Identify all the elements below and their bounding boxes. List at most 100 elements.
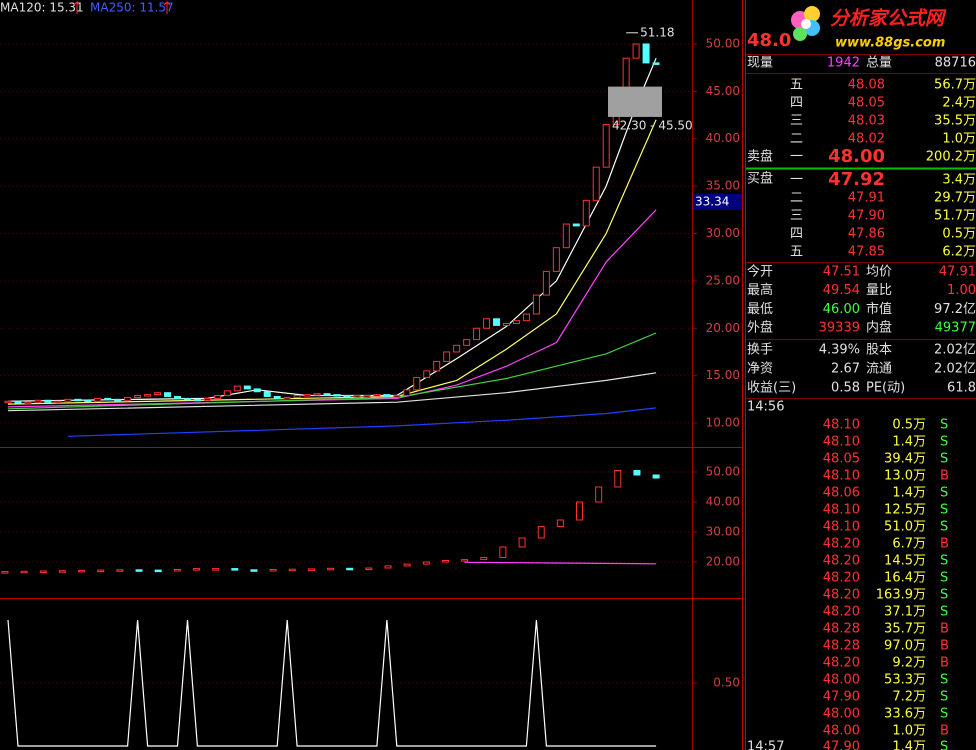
- candle: [373, 394, 381, 397]
- finance-value: 2.02亿: [934, 362, 976, 377]
- tick-volume: 1.4万: [892, 486, 926, 501]
- level-label: 四: [790, 227, 803, 242]
- candle: [54, 400, 62, 404]
- candle: [542, 270, 550, 296]
- tick-volume: 9.2万: [892, 656, 926, 671]
- ask-price: 48.00: [828, 146, 885, 167]
- candle: [595, 486, 603, 503]
- tick-side: B: [940, 724, 949, 739]
- tick-time: 14:56: [747, 400, 784, 415]
- candle: [213, 395, 221, 399]
- level-label: 五: [790, 245, 803, 260]
- candle: [556, 519, 564, 528]
- tick-price: 48.20: [823, 656, 860, 671]
- tick-volume: 1.4万: [892, 740, 926, 750]
- candle: [441, 559, 449, 563]
- tick-price: 48.20: [823, 537, 860, 552]
- finance-label: 股本: [866, 343, 892, 358]
- tick-volume: 51.0万: [884, 520, 926, 535]
- stat-value: 46.00: [823, 302, 860, 317]
- tick-time: 14:57: [747, 740, 784, 750]
- candle: [532, 294, 540, 315]
- ma-label: MA250: 11.57: [90, 1, 174, 15]
- candle: [84, 399, 92, 403]
- candle: [307, 568, 315, 571]
- candle: [104, 397, 112, 401]
- candle: [327, 567, 335, 571]
- arrow-icon: [73, 1, 171, 14]
- candle: [403, 563, 411, 567]
- tick-side: S: [940, 486, 948, 501]
- tick-side: S: [940, 554, 948, 569]
- label: 总量: [866, 56, 892, 71]
- bid-volume: 29.7万: [934, 191, 976, 206]
- logo-icon: [791, 6, 820, 41]
- stat-value: 39339: [819, 321, 860, 336]
- y-tick-label: 40.00: [706, 494, 740, 508]
- tick-volume: 14.5万: [884, 554, 926, 569]
- candle: [384, 565, 392, 569]
- candle: [273, 395, 281, 399]
- y-tick-label: 20.00: [706, 554, 740, 568]
- candle: [34, 399, 42, 403]
- candle: [346, 567, 354, 571]
- candle: [269, 568, 277, 572]
- candle: [154, 392, 162, 396]
- bid-volume: 0.5万: [942, 227, 976, 242]
- candle: [20, 570, 28, 574]
- tick-side: S: [940, 707, 948, 722]
- candle: [193, 568, 200, 571]
- candle: [114, 398, 122, 402]
- candle: [393, 395, 401, 398]
- candle: [343, 395, 351, 398]
- candle: [463, 339, 471, 346]
- stat-value: 49377: [935, 321, 976, 336]
- candle: [233, 385, 241, 392]
- finance-value: 2.67: [831, 362, 860, 377]
- stat-label: 均价: [866, 265, 892, 280]
- tick-volume: 13.0万: [884, 469, 926, 484]
- ask-price: 48.02: [848, 132, 885, 147]
- bid-price: 47.86: [848, 227, 885, 242]
- tick-volume: 16.4万: [884, 571, 926, 586]
- candle: [193, 398, 201, 402]
- candle: [499, 546, 507, 558]
- tick-price: 48.10: [823, 435, 860, 450]
- tick-price: 48.10: [823, 469, 860, 484]
- indicator-line: [7, 619, 657, 747]
- candle: [365, 567, 373, 570]
- bid-volume: 51.7万: [934, 209, 976, 224]
- y-tick-label: 15.00: [706, 368, 740, 382]
- level-label: 一: [790, 173, 803, 188]
- tick-price: 48.00: [823, 673, 860, 688]
- y-tick-label: 35.00: [706, 179, 740, 193]
- candle: [154, 569, 162, 573]
- candle: [4, 400, 12, 404]
- bid-price: 47.92: [828, 169, 885, 190]
- candle: [24, 401, 32, 405]
- candle: [144, 394, 152, 397]
- stat-label: 最低: [747, 302, 773, 317]
- moving-average: [7, 372, 657, 412]
- candle: [231, 568, 239, 571]
- finance-label: 流通: [866, 362, 892, 377]
- stat-value: 49.54: [823, 283, 860, 298]
- tick-volume: 33.6万: [884, 707, 926, 722]
- tick-price: 48.00: [823, 707, 860, 722]
- candle: [652, 474, 660, 479]
- ask-price: 48.03: [848, 114, 885, 129]
- tick-volume: 7.2万: [892, 690, 926, 705]
- tick-volume: 0.5万: [892, 418, 926, 433]
- finance-value: 0.58: [831, 381, 860, 396]
- stat-label: 市值: [866, 301, 892, 317]
- candle: [363, 395, 371, 398]
- stat-label: 今开: [747, 264, 773, 280]
- y-tick-label: 20.00: [706, 321, 740, 335]
- candle: [413, 377, 421, 391]
- candle: [1, 571, 9, 574]
- buy-label: 买盘: [747, 171, 773, 187]
- tick-price: 48.28: [823, 639, 860, 654]
- candle: [433, 360, 441, 372]
- candle: [592, 166, 600, 201]
